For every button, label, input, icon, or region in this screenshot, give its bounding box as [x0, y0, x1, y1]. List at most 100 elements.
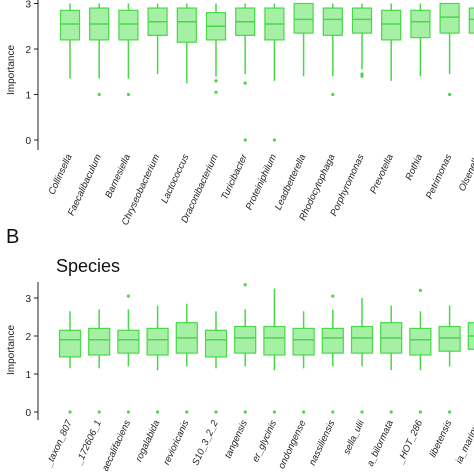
- genus-box: [351, 7, 373, 34]
- genus-category-label: Barnesiella: [103, 153, 133, 200]
- genus-box-group: [322, 3, 343, 97]
- species-outlier-point: [156, 410, 160, 414]
- genus-box-group: [205, 3, 227, 94]
- genus-y-tick-label: 2: [25, 45, 31, 56]
- species-box: [117, 329, 140, 354]
- species-box-group: [58, 311, 82, 414]
- species-box: [438, 325, 461, 352]
- genus-category-label: Olsenella: [457, 153, 474, 194]
- species-y-axis-title: Importance: [6, 325, 17, 375]
- genus-category-label: Rothia: [404, 153, 426, 183]
- species-box: [321, 327, 344, 354]
- species-box: [263, 325, 286, 356]
- genus-box-group: [176, 3, 197, 84]
- species-outlier-point: [243, 283, 247, 287]
- species-outlier-point: [214, 410, 218, 414]
- species-y-tick-label: 3: [25, 294, 31, 305]
- species-box: [58, 329, 82, 358]
- species-box: [88, 327, 111, 356]
- genus-box: [468, 7, 474, 34]
- species-box: [350, 325, 374, 354]
- species-box-group: [350, 298, 374, 414]
- genus-outlier-point: [243, 138, 247, 142]
- genus-outlier-point: [360, 74, 364, 78]
- genus-box-group: [264, 3, 285, 142]
- genus-box: [176, 7, 197, 43]
- genus-outlier-point: [360, 72, 364, 76]
- genus-box: [381, 9, 402, 41]
- species-outlier-point: [126, 410, 130, 414]
- genus-y-tick-label: 1: [25, 91, 31, 102]
- genus-box-group: [293, 2, 314, 77]
- genus-category-label: Petrimonas: [424, 152, 454, 200]
- species-outlier-point: [331, 294, 335, 298]
- genus-category-label: Turicibacter: [219, 152, 250, 202]
- genus-box: [439, 2, 460, 34]
- genus-box-group: [89, 3, 110, 97]
- genus-box-group: [410, 3, 431, 77]
- species-category-label: S10_3_2_2: [190, 418, 221, 467]
- species-category-label: _taxon_807: [43, 418, 75, 469]
- species-box-group: [467, 322, 474, 350]
- genus-box: [293, 2, 314, 34]
- species-outlier-point: [331, 410, 335, 414]
- genus-box-group: [147, 3, 168, 75]
- species-outlier-point: [243, 410, 247, 414]
- species-y-tick-label: 1: [25, 370, 31, 381]
- genus-y-axis-title: Importance: [6, 45, 17, 95]
- genus-outlier-point: [448, 92, 452, 97]
- species-category-label: _HOT_286: [395, 418, 425, 466]
- species-category-label: tangensis: [223, 418, 250, 460]
- species-outlier-point: [302, 410, 306, 414]
- species-panel-title: Species: [56, 256, 121, 276]
- genus-category-label: Lactococcus: [159, 152, 191, 205]
- genus-outlier-point: [243, 81, 247, 85]
- species-box-group: [204, 311, 228, 414]
- species-y-tick-label: 0: [25, 408, 31, 419]
- species-category-label: ondongense: [276, 419, 308, 471]
- species-outlier-point: [418, 410, 422, 414]
- panel-label-b: B: [6, 226, 20, 248]
- species-box: [234, 325, 257, 354]
- species-category-label: _172606_1: [73, 419, 103, 468]
- genus-outlier-point: [331, 92, 335, 97]
- genus-y-tick-label: 3: [25, 0, 31, 11]
- species-category-label: sella_ulii: [341, 418, 367, 456]
- species-box-group: [117, 294, 140, 414]
- species-box-group: [292, 311, 315, 414]
- genus-box-group: [439, 2, 460, 97]
- species-outlier-point: [185, 410, 189, 414]
- species-box: [292, 327, 315, 356]
- species-category-label: er_glycinis: [250, 418, 279, 464]
- species-box: [409, 327, 432, 356]
- genus-box: [322, 7, 343, 36]
- species-outlier-point: [126, 294, 130, 298]
- genus-box-group: [468, 7, 474, 34]
- species-y-tick-label: 2: [25, 332, 31, 343]
- species-box-group: [234, 283, 257, 414]
- genus-outlier-point: [126, 92, 130, 97]
- species-outlier-point: [97, 410, 101, 414]
- species-outlier-point: [68, 410, 72, 414]
- genus-outlier-point: [214, 79, 218, 83]
- species-category-label: aecalifaciens: [100, 418, 133, 473]
- genus-category-label: Prevotella: [368, 153, 396, 196]
- genus-box-group: [351, 3, 373, 78]
- species-box: [204, 329, 228, 358]
- species-box-group: [321, 294, 344, 414]
- species-outlier-point: [389, 410, 393, 414]
- genus-outlier-point: [272, 138, 276, 142]
- species-box-group: [409, 288, 432, 414]
- species-category-label: revioricanis: [161, 418, 191, 466]
- genus-outlier-point: [214, 90, 218, 94]
- genus-box: [410, 9, 431, 39]
- species-box-group: [175, 303, 198, 414]
- genus-outlier-point: [97, 92, 101, 97]
- species-box: [146, 327, 169, 356]
- species-category-label: nassiliensis: [307, 418, 338, 467]
- genus-box-group: [118, 3, 139, 97]
- genus-box: [59, 9, 81, 41]
- genus-box-group: [381, 3, 402, 81]
